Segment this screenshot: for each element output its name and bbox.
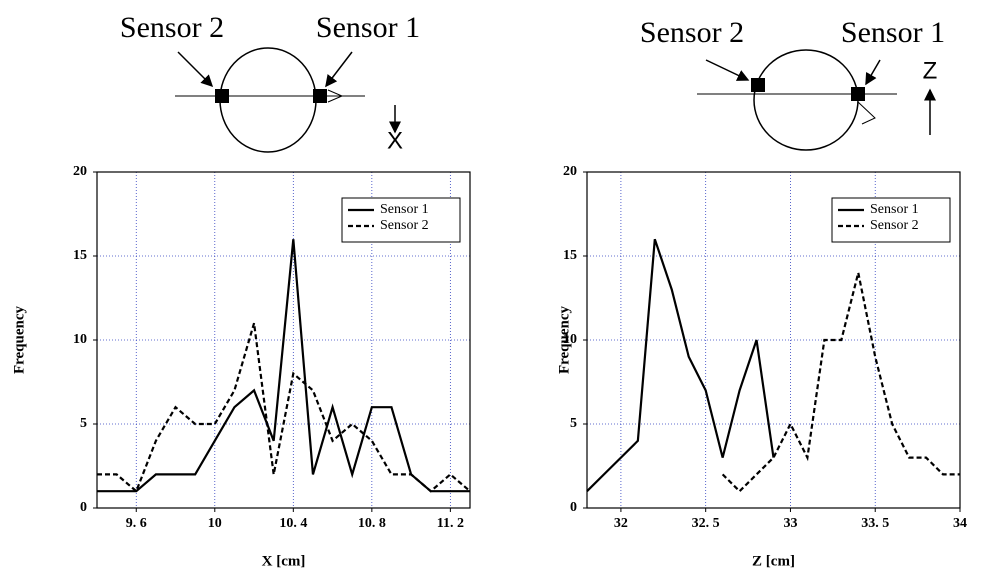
- legend-label: Sensor 1: [380, 202, 429, 217]
- pointer-arrow: [705, 59, 750, 81]
- sensor-label: Sensor 2: [120, 11, 224, 44]
- sensor-label: Sensor 1: [316, 11, 420, 44]
- x-tick-label: 33. 5: [861, 516, 889, 531]
- x-tick-label: 11. 2: [437, 516, 464, 531]
- head-outline: [753, 49, 859, 151]
- sensor: [313, 89, 327, 103]
- nose: [857, 101, 876, 125]
- axis-name: Z: [923, 57, 938, 84]
- y-axis-label: Frequency: [556, 305, 572, 374]
- legend-label: Sensor 2: [380, 218, 429, 233]
- x-tick-label: 9. 6: [126, 516, 147, 531]
- series-line: [586, 238, 775, 492]
- legend-label: Sensor 1: [870, 202, 919, 217]
- x-tick-label: 33: [783, 516, 797, 531]
- y-tick-label: 10: [563, 332, 577, 347]
- y-tick-label: 0: [80, 500, 87, 515]
- x-axis-label: X [cm]: [262, 553, 306, 569]
- pointer-arrow: [177, 51, 214, 88]
- x-tick-label: 34: [953, 516, 967, 531]
- plot-frame: [586, 171, 961, 509]
- sensor-label: Sensor 1: [841, 16, 945, 49]
- axis-name: X: [387, 127, 403, 154]
- legend-box: [831, 197, 951, 243]
- sensor: [215, 89, 229, 103]
- y-tick-label: 15: [73, 248, 87, 263]
- y-tick-label: 20: [73, 164, 87, 179]
- legend-box: [341, 197, 461, 243]
- sensor: [751, 78, 765, 92]
- series-line: [97, 239, 470, 493]
- y-tick-label: 5: [80, 416, 87, 431]
- pointer-arrow: [865, 59, 881, 86]
- y-tick-label: 15: [563, 248, 577, 263]
- x-tick-label: 10. 4: [279, 516, 307, 531]
- y-tick-label: 20: [563, 164, 577, 179]
- series-line: [97, 322, 471, 494]
- x-tick-label: 10. 8: [358, 516, 386, 531]
- x-tick-label: 10: [208, 516, 222, 531]
- series-line: [721, 272, 960, 493]
- y-axis-label: Frequency: [11, 305, 27, 374]
- y-tick-label: 10: [73, 332, 87, 347]
- pointer-arrow: [325, 51, 353, 88]
- head-outline: [219, 47, 317, 153]
- y-tick-label: 0: [570, 500, 577, 515]
- y-tick-label: 5: [570, 416, 577, 431]
- sensor-label: Sensor 2: [640, 16, 744, 49]
- x-tick-label: 32. 5: [692, 516, 720, 531]
- x-tick-label: 32: [614, 516, 628, 531]
- legend-label: Sensor 2: [870, 218, 919, 233]
- sensor: [851, 87, 865, 101]
- x-axis-label: Z [cm]: [752, 553, 795, 569]
- plot-frame: [96, 171, 471, 509]
